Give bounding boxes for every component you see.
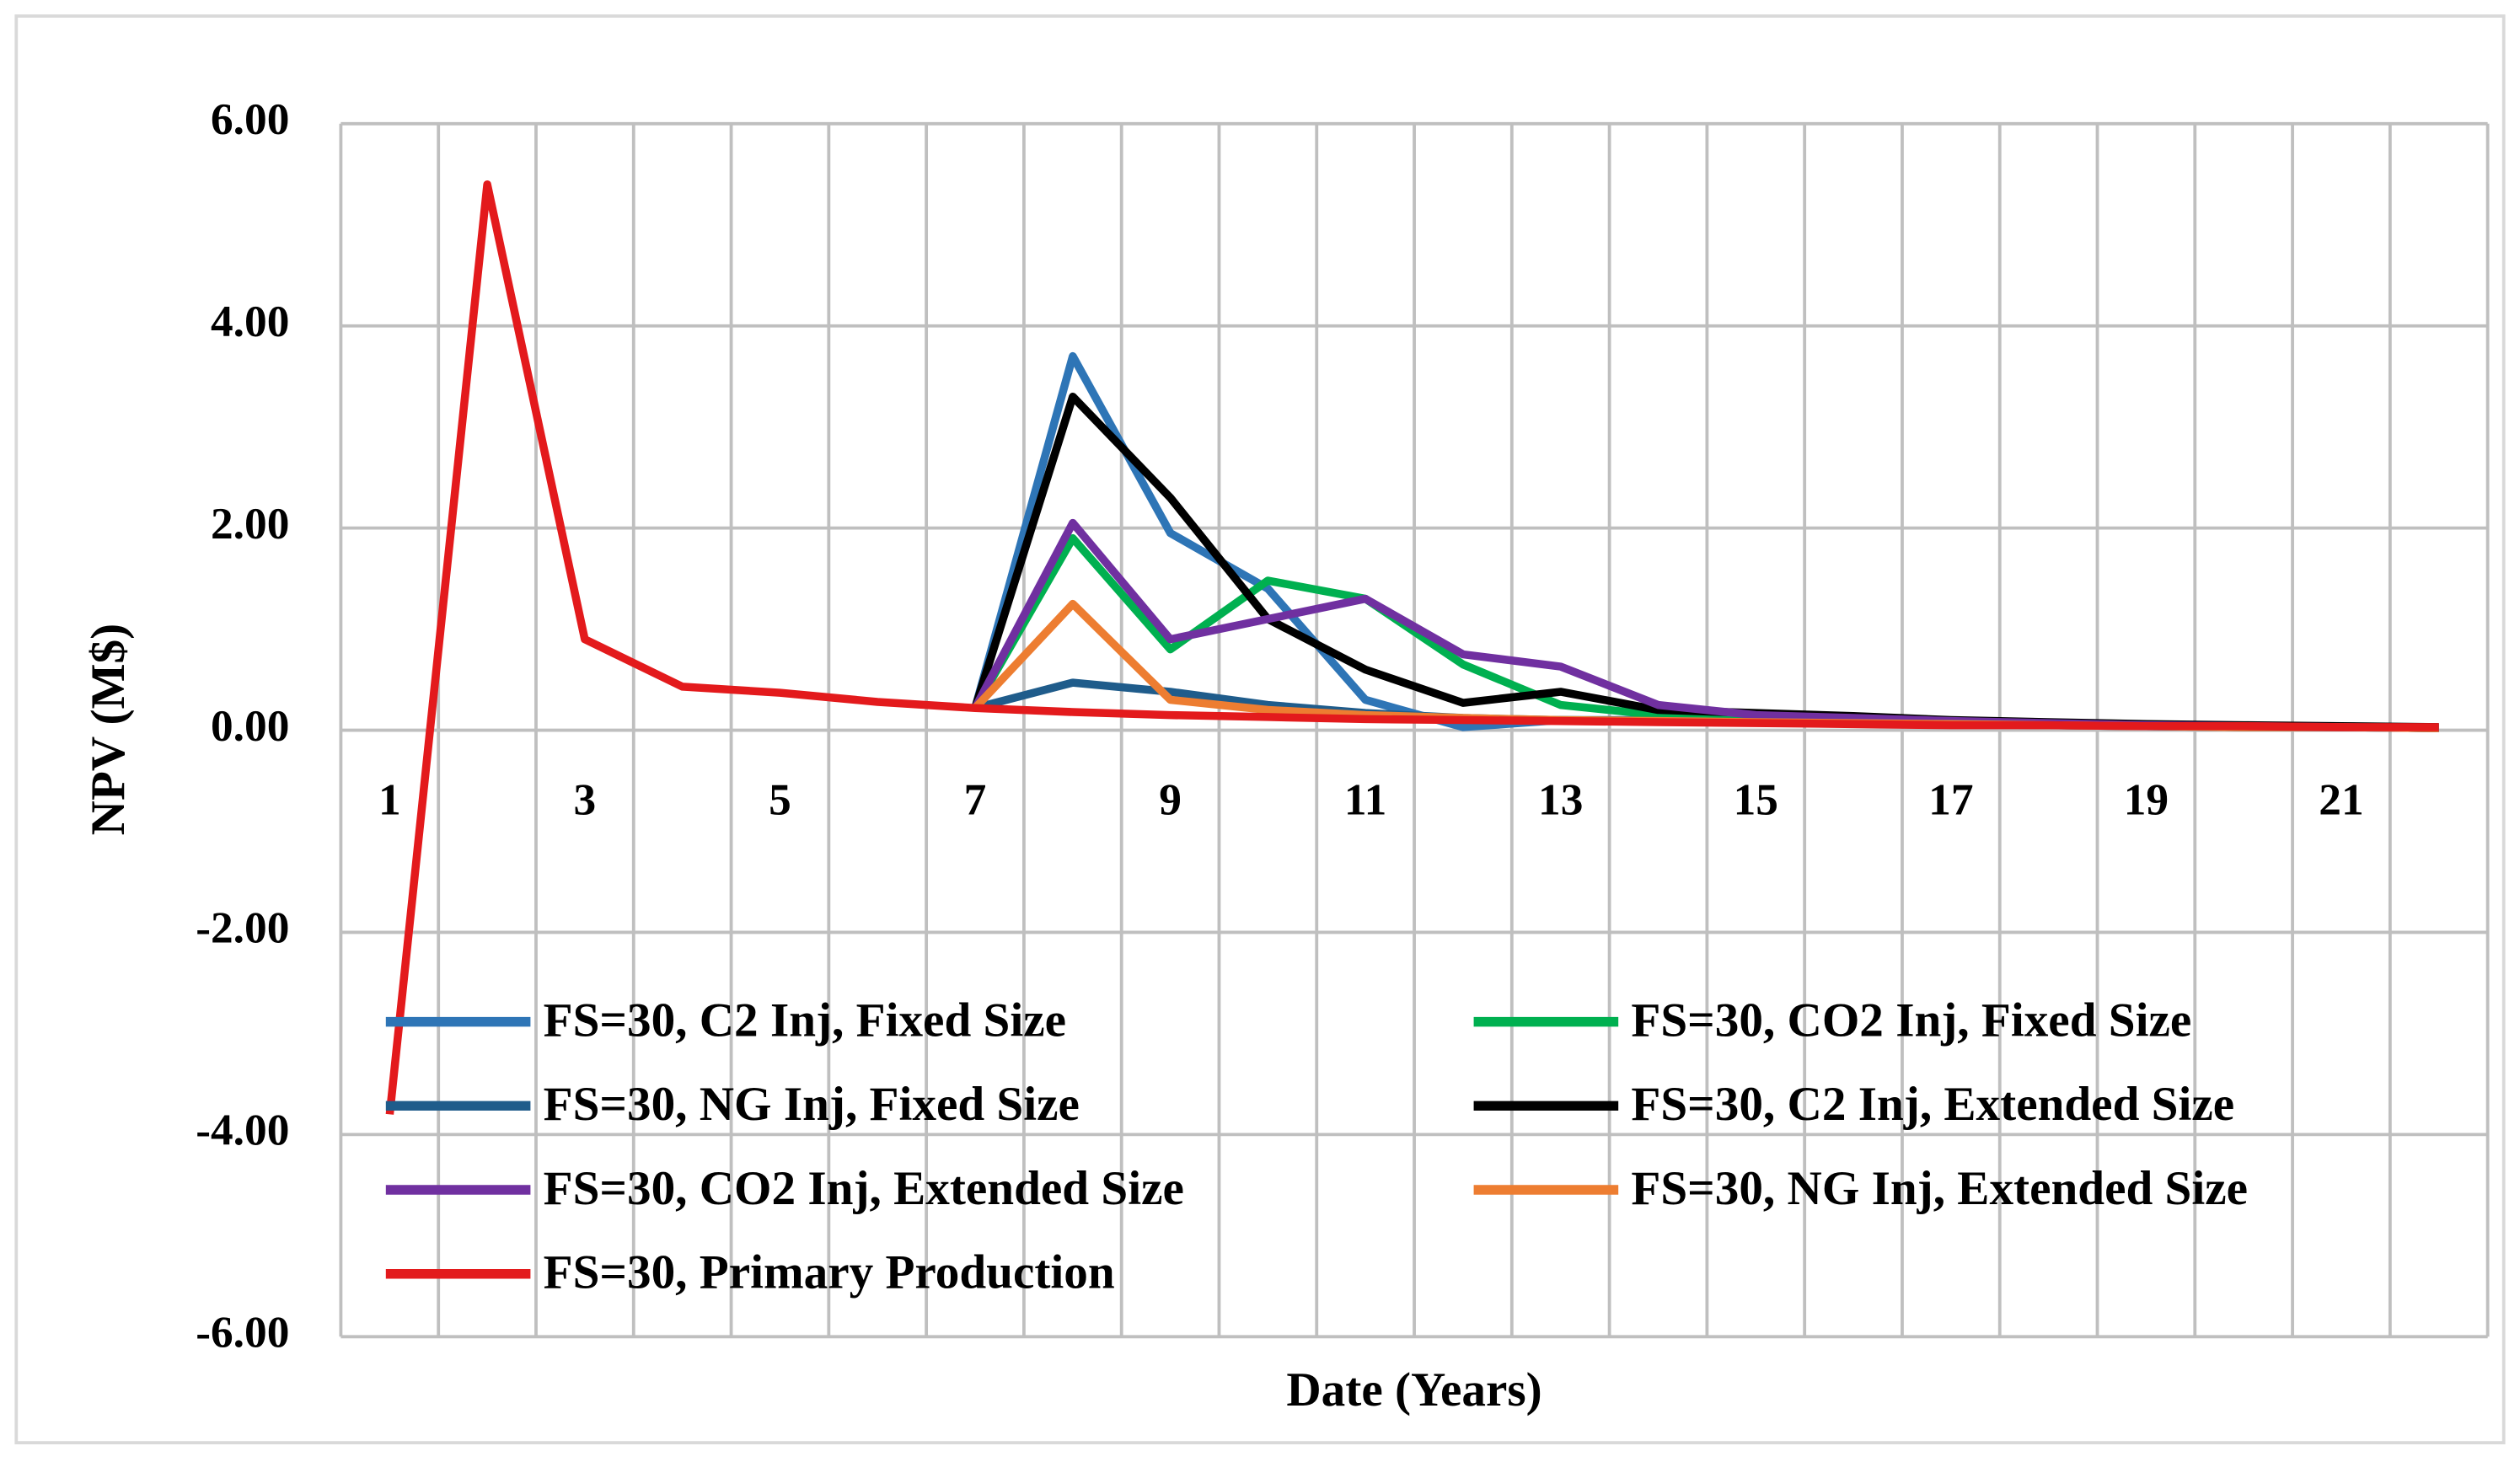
y-tick-label: -6.00	[196, 1307, 289, 1358]
grid	[339, 121, 2490, 1339]
y-tick-label: 6.00	[211, 94, 289, 144]
legend-label: FS=30, NG Inj, Extended Size	[1631, 1162, 2248, 1215]
y-tick-label: 0.00	[211, 700, 289, 751]
y-tick-label: 2.00	[211, 498, 289, 549]
legend-label: FS=30, CO2 Inj, Fixed Size	[1631, 994, 2191, 1047]
x-tick-label: 21	[2319, 774, 2363, 825]
x-tick-label: 9	[1159, 774, 1182, 825]
series-line	[385, 180, 2439, 1115]
y-tick-label: 4.00	[211, 296, 289, 346]
legend-label: FS=30, Primary Production	[544, 1246, 1115, 1299]
x-tick-label: 15	[1734, 774, 1778, 825]
legend: FS=30, C2 Inj, Fixed Size FS=30, CO2 Inj,…	[385, 994, 2248, 1299]
x-tick-label: 5	[769, 774, 791, 825]
x-tick-label: 19	[2124, 774, 2169, 825]
x-tick-label: 11	[1344, 774, 1386, 825]
x-axis-label: Date (Years)	[1286, 1363, 1541, 1416]
y-tick-label: -2.00	[196, 902, 289, 953]
x-tick-label: 7	[964, 774, 987, 825]
legend-label: FS=30, C2 Inj, Extended Size	[1631, 1078, 2234, 1131]
y-axis-label: NPV (M$)	[82, 624, 135, 835]
legend-label: FS=30, CO2 Inj, Extended Size	[544, 1162, 1184, 1215]
y-tick-label: -4.00	[196, 1105, 289, 1155]
legend-label: FS=30, C2 Inj, Fixed Size	[544, 994, 1066, 1047]
x-tick-label: 13	[1538, 774, 1583, 825]
x-tick-label: 17	[1928, 774, 1973, 825]
x-tick-label: 3	[574, 774, 597, 825]
legend-label: FS=30, NG Inj, Fixed Size	[544, 1078, 1080, 1131]
x-tick-label: 1	[378, 774, 401, 825]
